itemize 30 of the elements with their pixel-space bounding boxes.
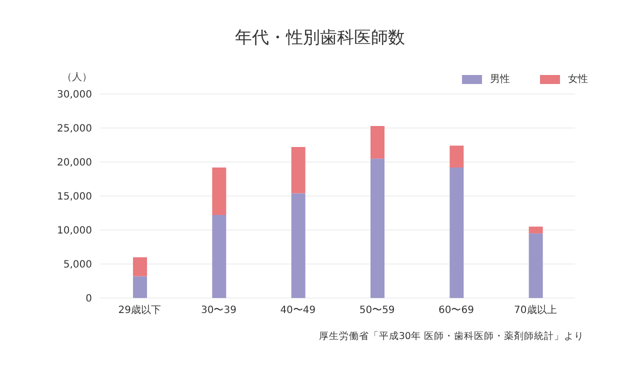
bar	[370, 158, 384, 298]
bar	[370, 126, 384, 159]
bar	[291, 193, 306, 298]
x-tick-label: 30〜39	[201, 305, 236, 316]
bar	[212, 215, 226, 298]
y-tick-label: 20,000	[57, 158, 92, 169]
text: 厚生労働省「平成30年 医師・歯科医師・薬剤師統計」より	[318, 330, 584, 343]
y-tick-label: 10,000	[57, 226, 92, 237]
bar	[450, 146, 464, 168]
y-axis-title: （人）	[62, 71, 92, 84]
y-tick-label: 30,000	[57, 90, 92, 101]
bar	[528, 226, 543, 234]
x-tick-label: 40〜49	[280, 305, 316, 316]
y-tick-label: 0	[86, 294, 92, 305]
x-tick-label: 70歳以上	[514, 304, 557, 316]
x-tick-label: 50〜59	[359, 305, 395, 316]
x-tick-label: 60〜69	[438, 305, 474, 316]
legend-label: 男性	[490, 72, 510, 86]
x-tick-label: 29歳以下	[118, 304, 161, 316]
y-tick-label: 25,000	[57, 124, 92, 135]
bar	[528, 233, 543, 298]
bar	[212, 167, 226, 216]
chart-title: 年代・性別歯科医師数	[234, 27, 406, 49]
y-tick-label: 5,000	[63, 260, 92, 271]
bar	[133, 276, 147, 298]
bar	[291, 147, 306, 194]
bar	[133, 257, 147, 276]
legend-label: 女性	[568, 72, 588, 86]
y-tick-label: 15,000	[57, 192, 92, 203]
bar	[450, 167, 464, 298]
